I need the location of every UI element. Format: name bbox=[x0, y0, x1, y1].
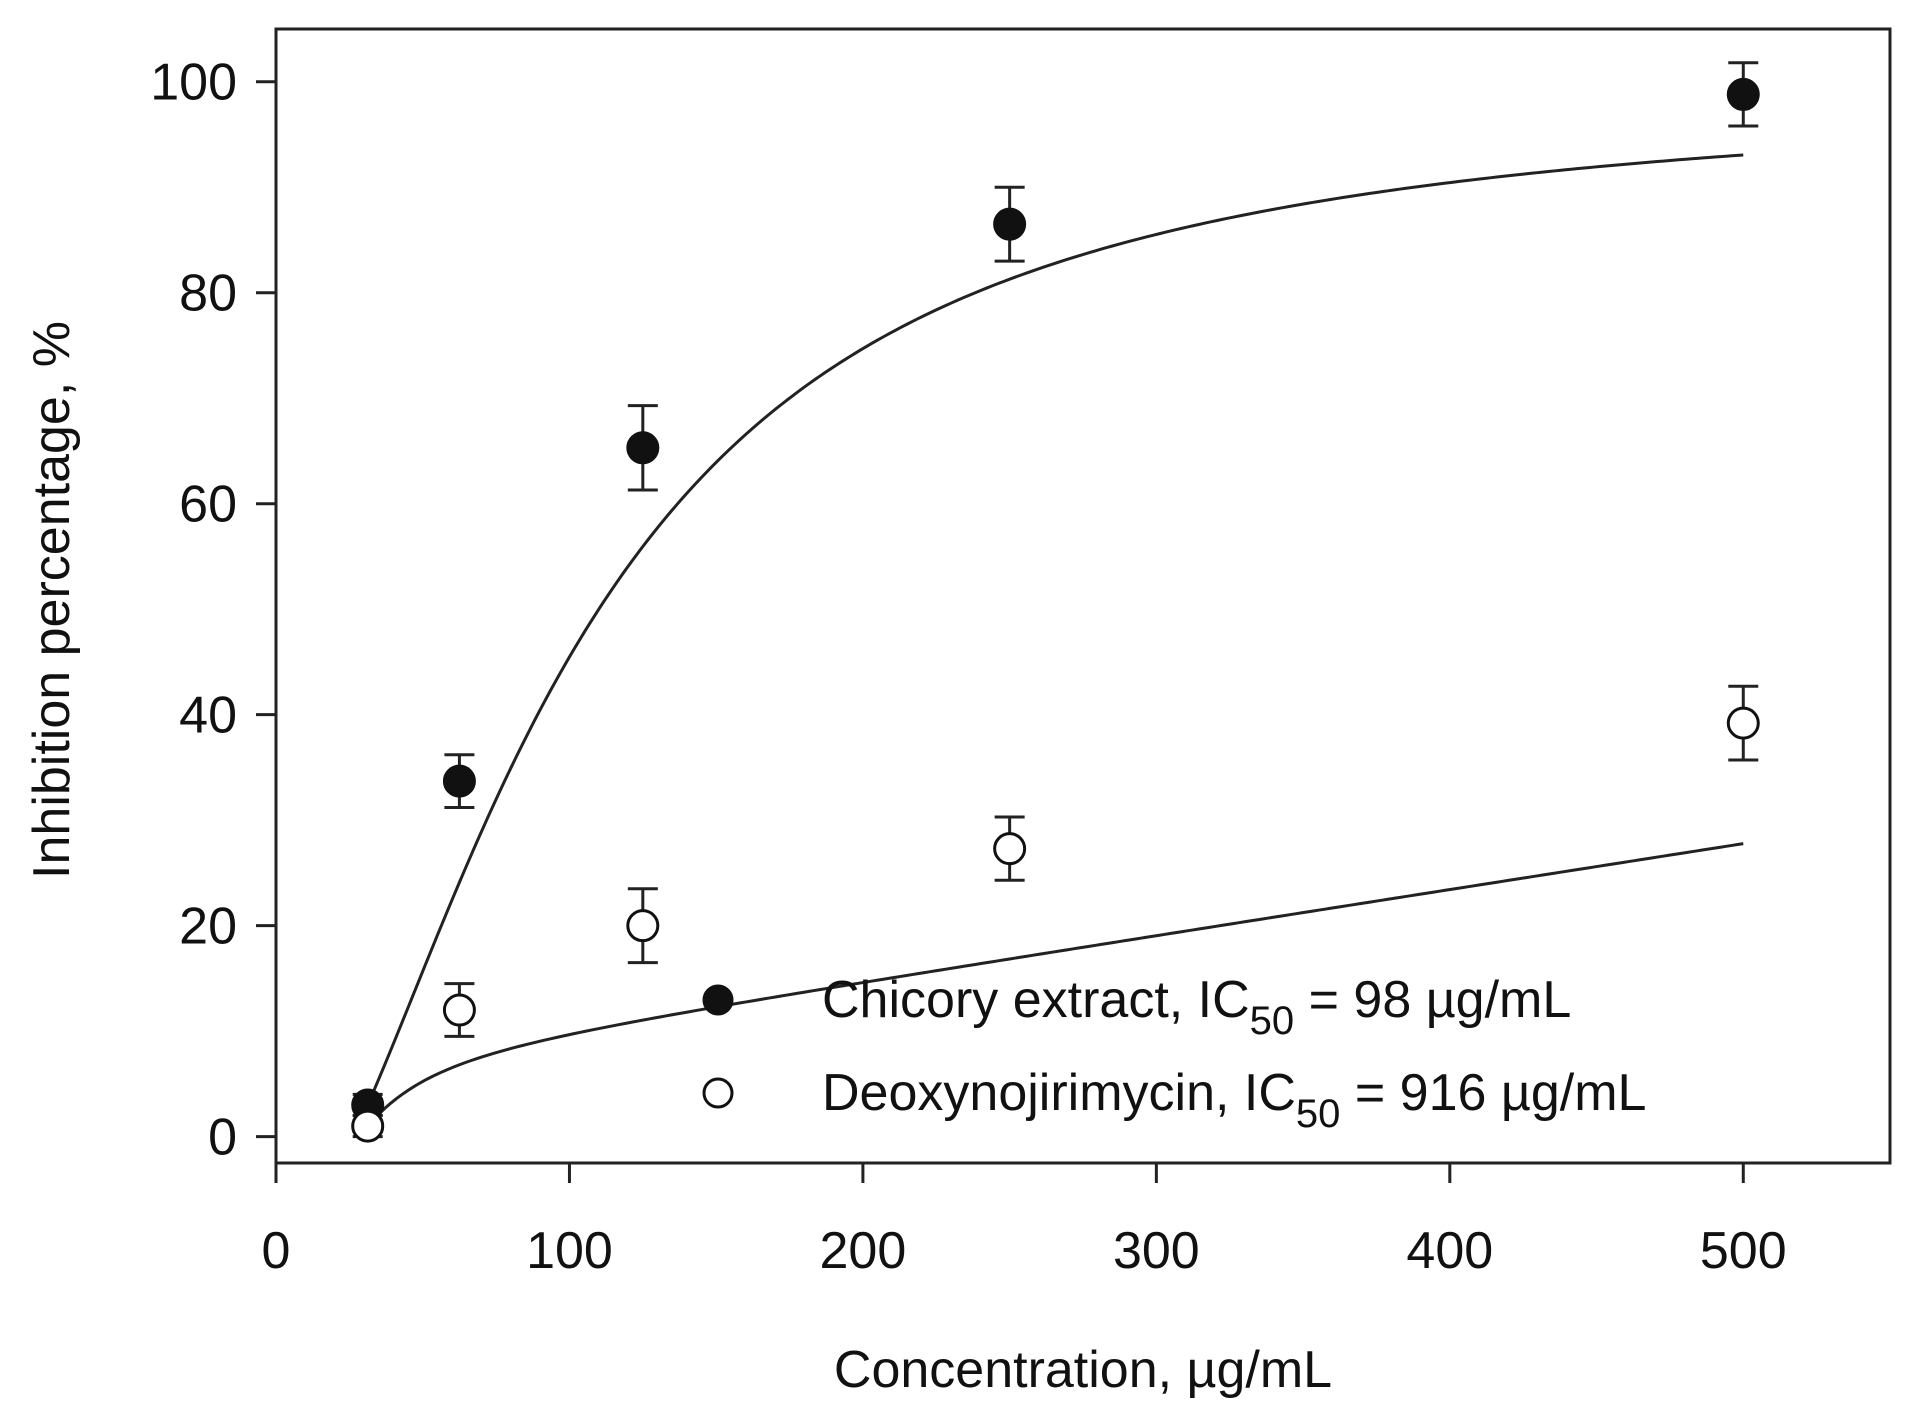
fit-curve-chicory bbox=[366, 153, 1744, 1106]
data-point-deoxynojirimycin bbox=[442, 993, 476, 1027]
data-point-deoxynojirimycin bbox=[626, 909, 660, 943]
x-axis-ticks: 0 100 200 300 400 500 bbox=[262, 1163, 1787, 1280]
data-point-deoxynojirimycin bbox=[993, 832, 1027, 866]
x-axis-title: Concentration, µg/mL bbox=[834, 1341, 1332, 1399]
x-tick-label: 500 bbox=[1700, 1222, 1787, 1280]
x-tick-label: 0 bbox=[262, 1222, 291, 1280]
y-tick-label: 100 bbox=[150, 54, 237, 112]
x-tick-label: 100 bbox=[526, 1222, 613, 1280]
legend-label-chicory: Chicory extract, IC50 = 98 µg/mL bbox=[822, 971, 1571, 1043]
y-tick-label: 80 bbox=[179, 265, 237, 323]
fit-curve-deoxynojirimycin bbox=[366, 842, 1744, 1128]
data-point-chicory bbox=[442, 764, 476, 798]
x-tick-label: 200 bbox=[820, 1222, 907, 1280]
legend-label-deoxynojirimycin: Deoxynojirimycin, IC50 = 916 µg/mL bbox=[822, 1064, 1646, 1136]
y-tick-label: 20 bbox=[179, 898, 237, 956]
data-point-deoxynojirimycin bbox=[351, 1109, 385, 1143]
data-point-chicory bbox=[993, 207, 1027, 241]
legend-marker-deoxynojirimycin bbox=[702, 1077, 734, 1109]
y-axis-title: Inhibition percentage, % bbox=[23, 321, 81, 879]
x-tick-label: 300 bbox=[1113, 1222, 1200, 1280]
plot-frame bbox=[274, 27, 1892, 1165]
data-point-chicory bbox=[626, 431, 660, 465]
y-tick-label: 60 bbox=[179, 476, 237, 534]
fit-curves bbox=[366, 153, 1744, 1128]
x-tick-label: 400 bbox=[1406, 1222, 1493, 1280]
y-tick-label: 0 bbox=[208, 1109, 237, 1167]
legend-marker-chicory bbox=[702, 984, 734, 1016]
data-point-chicory bbox=[1726, 77, 1760, 111]
y-tick-label: 40 bbox=[179, 687, 237, 745]
data-point-deoxynojirimycin bbox=[1726, 706, 1760, 740]
y-axis-ticks: 0 20 40 60 80 100 bbox=[150, 54, 276, 1167]
legend: Chicory extract, IC50 = 98 µg/mL Deoxyno… bbox=[702, 971, 1646, 1136]
data-markers bbox=[351, 77, 1760, 1143]
